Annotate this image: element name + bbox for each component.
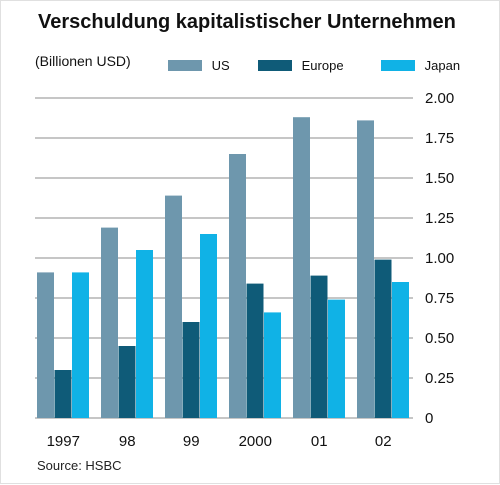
y-tick-label-7: 0.25	[425, 370, 454, 387]
x-category-label-2: 99	[183, 433, 200, 450]
y-tick-label-2: 1.50	[425, 170, 454, 187]
bar-us-3	[229, 154, 246, 418]
legend-label-us: US	[211, 58, 230, 74]
x-category-label-3: 2000	[239, 433, 272, 450]
bar-us-2	[165, 195, 182, 418]
bar-europe-4	[310, 275, 328, 418]
y-tick-label-6: 0.50	[425, 330, 454, 347]
bar-us-5	[357, 120, 374, 419]
y-tick-label-1: 1.75	[425, 130, 454, 147]
legend-swatch-us	[168, 60, 202, 72]
y-tick-label-3: 1.25	[425, 210, 454, 227]
bar-japan-1	[136, 250, 153, 418]
legend-label-japan: Japan	[424, 58, 461, 74]
chart-title: Verschuldung kapitalistischer Unternehme…	[38, 11, 456, 33]
bar-europe-5	[374, 259, 392, 418]
y-tick-label-8: 0	[425, 410, 433, 427]
bar-japan-2	[200, 234, 217, 418]
bar-japan-5	[392, 282, 409, 418]
y-tick-label-0: 2.00	[425, 90, 454, 107]
bar-us-4	[293, 117, 310, 418]
x-category-label-1: 98	[119, 433, 136, 450]
bar-us-0	[37, 272, 54, 418]
legend-item-us: US	[168, 57, 230, 73]
bar-europe-0	[54, 370, 72, 418]
x-category-label-4: 01	[311, 433, 328, 450]
bar-japan-0	[72, 272, 89, 418]
bar-japan-4	[328, 299, 345, 418]
y-tick-label-4: 1.00	[425, 250, 454, 267]
legend-item-europe: Europe	[258, 57, 344, 73]
legend-label-europe: Europe	[301, 58, 344, 74]
y-tick-label-5: 0.75	[425, 290, 454, 307]
x-category-label-0: 1997	[47, 433, 80, 450]
legend-swatch-europe	[258, 60, 292, 72]
x-category-label-5: 02	[375, 433, 392, 450]
bar-japan-3	[264, 312, 281, 418]
bar-europe-1	[118, 346, 136, 418]
bar-us-1	[101, 227, 118, 418]
source-note: Source: HSBC	[37, 458, 122, 473]
unit-label: (Billionen USD)	[35, 53, 131, 69]
legend-swatch-japan	[381, 60, 415, 72]
bar-europe-3	[246, 283, 264, 418]
legend-item-japan: Japan	[381, 57, 460, 73]
bar-europe-2	[182, 322, 200, 418]
